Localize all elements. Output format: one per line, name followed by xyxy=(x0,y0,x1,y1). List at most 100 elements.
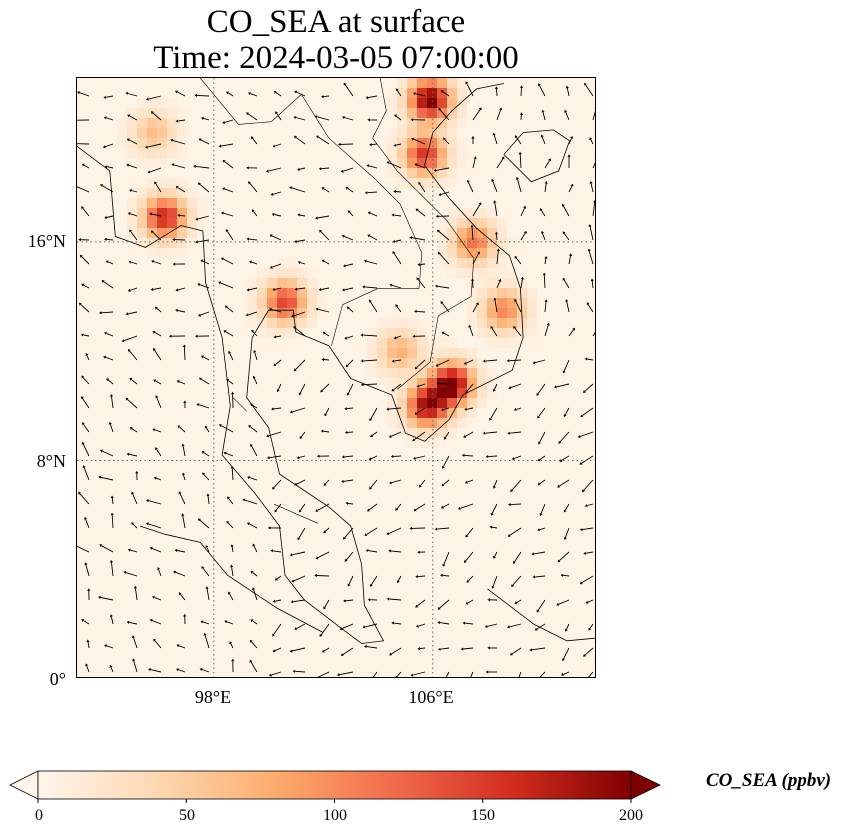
field-cell xyxy=(447,228,457,238)
wind-arrow xyxy=(204,425,210,433)
wind-arrow xyxy=(434,527,450,531)
wind-arrow xyxy=(218,143,234,148)
wind-arrow xyxy=(294,623,306,630)
wind-arrow xyxy=(319,623,330,637)
wind-arrow xyxy=(365,549,378,553)
field-cell xyxy=(437,428,447,438)
wind-arrow xyxy=(494,231,499,241)
field-cell xyxy=(437,98,447,108)
field-cell xyxy=(447,108,457,118)
wind-arrow xyxy=(77,91,90,97)
wind-arrow xyxy=(544,322,550,337)
field-cell xyxy=(407,398,417,408)
field-cell xyxy=(447,428,457,438)
field-cell xyxy=(427,158,437,168)
field-cell xyxy=(287,308,297,318)
field-cell xyxy=(447,348,457,358)
wind-arrow xyxy=(269,263,282,269)
field-cell xyxy=(487,258,497,268)
wind-arrow xyxy=(554,383,570,389)
wind-arrow xyxy=(529,647,546,652)
field-cell xyxy=(307,288,317,298)
wind-arrow xyxy=(409,236,426,241)
field-cell xyxy=(187,218,197,228)
wind-arrow xyxy=(564,623,570,632)
field-cell xyxy=(397,128,407,138)
wind-arrow xyxy=(368,455,378,461)
field-cell xyxy=(487,378,497,388)
wind-arrow xyxy=(315,307,330,313)
wind-arrow xyxy=(579,527,594,532)
field-cell xyxy=(127,108,137,118)
wind-arrow xyxy=(539,671,546,677)
wind-arrow xyxy=(496,156,505,169)
wind-arrow xyxy=(493,297,498,313)
field-cell xyxy=(397,158,407,168)
wind-arrow xyxy=(508,503,522,507)
field-cell xyxy=(467,358,477,368)
field-cell xyxy=(407,348,417,358)
field-cell xyxy=(157,128,167,138)
field-cell xyxy=(167,248,177,258)
wind-arrow xyxy=(84,516,90,529)
field-cell xyxy=(457,238,467,248)
wind-arrow xyxy=(438,191,450,196)
field-cell xyxy=(137,228,147,238)
field-cell xyxy=(187,188,197,198)
field-cell xyxy=(387,128,397,138)
wind-arrow xyxy=(121,335,138,343)
field-cell xyxy=(407,318,417,328)
wind-arrow xyxy=(471,136,475,144)
wind-arrow xyxy=(507,623,522,629)
wind-arrow xyxy=(230,564,234,577)
field-cell xyxy=(487,328,497,338)
field-cell xyxy=(397,388,407,398)
wind-arrow xyxy=(440,503,450,509)
wind-arrow xyxy=(364,527,378,536)
wind-arrow xyxy=(317,454,330,458)
wind-arrow xyxy=(100,449,114,457)
field-cell xyxy=(397,78,407,88)
wind-arrow xyxy=(291,575,306,583)
field-cell xyxy=(417,338,427,348)
field-cell xyxy=(267,278,277,288)
field-cell xyxy=(427,108,437,118)
field-cell xyxy=(157,238,167,248)
field-cell xyxy=(427,188,437,198)
wind-arrow xyxy=(536,599,546,613)
field-cell xyxy=(447,178,457,188)
field-cell xyxy=(497,318,507,328)
wind-arrow xyxy=(251,209,258,217)
field-cell xyxy=(197,218,207,228)
wind-arrow xyxy=(395,671,402,677)
field-cell xyxy=(147,128,157,138)
wind-arrow xyxy=(127,349,138,361)
field-cell xyxy=(117,128,127,138)
wind-arrow xyxy=(272,599,282,603)
wind-arrow xyxy=(272,623,282,637)
field-cell xyxy=(247,308,257,318)
wind-arrow xyxy=(362,285,378,289)
wind-arrow xyxy=(218,424,234,433)
wind-arrow xyxy=(364,645,378,649)
wind-arrow xyxy=(247,522,258,529)
field-cell xyxy=(257,298,267,308)
wind-arrow xyxy=(415,575,426,579)
map-panel[interactable] xyxy=(76,77,596,678)
wind-arrow xyxy=(293,359,306,372)
field-cell xyxy=(417,368,427,378)
field-cell xyxy=(397,328,407,338)
wind-arrow xyxy=(386,407,402,411)
wind-arrow xyxy=(342,287,354,292)
wind-arrow xyxy=(367,118,378,122)
field-cell xyxy=(387,318,397,328)
wind-arrow xyxy=(226,378,234,385)
wind-arrow xyxy=(194,93,210,97)
field-cell xyxy=(297,268,307,278)
wind-arrow xyxy=(369,299,378,313)
field-cell xyxy=(457,228,467,238)
field-cell xyxy=(487,278,497,288)
field-cell xyxy=(307,268,317,278)
field-cell xyxy=(127,198,137,208)
field-cell xyxy=(417,108,427,118)
